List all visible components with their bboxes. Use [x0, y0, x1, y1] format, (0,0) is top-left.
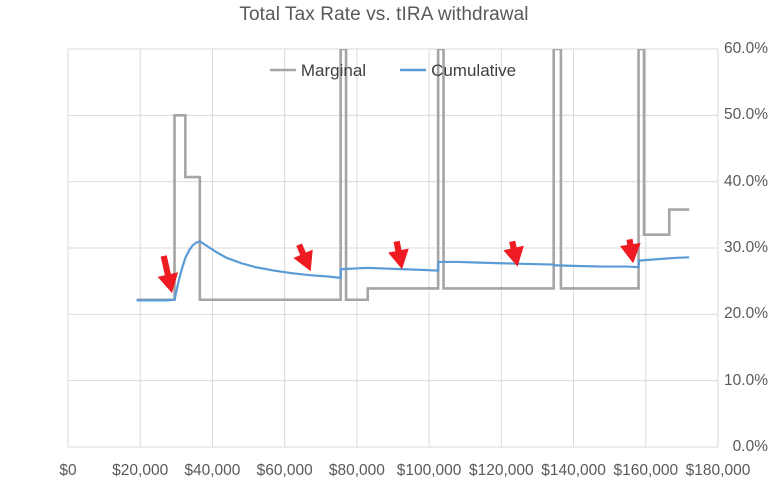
- arrow-head: [503, 245, 524, 267]
- x-axis-tick-label: $20,000: [112, 462, 169, 479]
- series-line-cumulative: [136, 240, 690, 302]
- arrow-head: [157, 272, 179, 294]
- legend-label-marginal: Marginal: [301, 61, 366, 80]
- y-axis-tick-label: 40.0%: [724, 172, 768, 190]
- legend-label-cumulative: Cumulative: [431, 61, 516, 80]
- y-axis-tick-label: 10.0%: [724, 371, 768, 389]
- x-axis-tick-label: $40,000: [184, 462, 241, 479]
- x-axis-tick-label: $160,000: [613, 462, 679, 479]
- x-axis-tick-label: $180,000: [685, 462, 751, 479]
- arrow-shaft: [160, 255, 172, 279]
- chart-title: Total Tax Rate vs. tIRA withdrawal: [239, 4, 529, 25]
- arrow-5: [619, 238, 641, 264]
- x-axis-tick-label: $80,000: [328, 462, 385, 479]
- y-axis-tick-label: 50.0%: [724, 106, 768, 124]
- x-axis-tick-label: $140,000: [541, 462, 606, 479]
- x-axis-tick-label: $120,000: [468, 462, 534, 479]
- y-axis-tick-label: 30.0%: [724, 239, 768, 256]
- y-axis-tick-label: 20.0%: [724, 305, 768, 323]
- arrow-3: [388, 240, 409, 270]
- data-series-group: [136, 49, 690, 302]
- arrow-2: [293, 243, 313, 272]
- x-axis-tick-label: $60,000: [256, 462, 313, 479]
- y-axis-tick-label: 0.0%: [732, 438, 768, 455]
- x-axis-tick-label: $100,000: [396, 462, 462, 479]
- y-axis-tick-label: 60.0%: [724, 40, 768, 57]
- plot-frame: [67, 48, 719, 448]
- arrow-1: [157, 255, 179, 294]
- arrow-head: [619, 242, 641, 264]
- series-line-marginal: [136, 49, 690, 302]
- x-axis-tick-label: $0: [59, 462, 77, 479]
- gridlines: [67, 48, 719, 448]
- arrow-head: [293, 249, 313, 272]
- arrow-4: [503, 240, 524, 267]
- chart-legend: Marginal Cumulative: [269, 61, 516, 80]
- annotation-arrows: [157, 238, 641, 294]
- arrow-head: [388, 248, 409, 270]
